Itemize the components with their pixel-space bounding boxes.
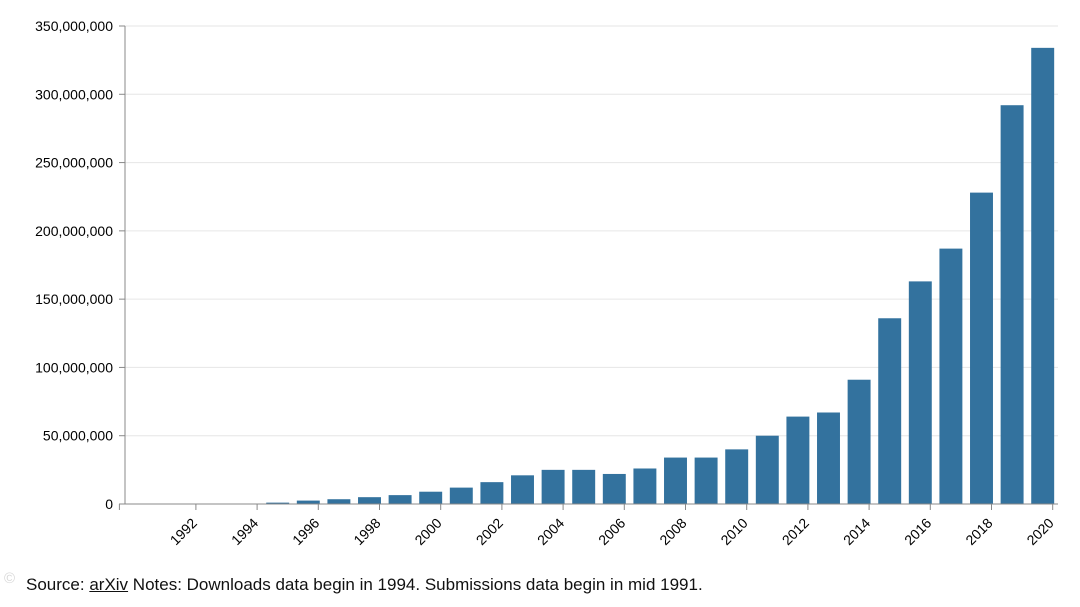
bar-2013 [817,412,840,504]
x-tick-label: 2012 [779,515,812,548]
x-tick-label: 1994 [228,515,261,548]
chart-footer: Source: arXiv Notes: Downloads data begi… [26,575,703,595]
x-tick-label: 2010 [717,515,750,548]
axes [124,26,1058,505]
bar-2008 [664,457,687,504]
bar-2016 [908,281,932,504]
bar-2001 [449,487,473,504]
bar-1995 [266,502,290,504]
y-tick-label: 150,000,000 [35,291,113,307]
y-axis-ticks: 0 50,000,000 100,000,000 150,000,000 200,000… [35,18,125,512]
bar-2007 [633,468,657,504]
source-label: Source: [26,575,85,594]
bar-2014 [847,379,871,504]
bar-2005 [572,469,596,504]
x-tick-label: 1996 [289,515,322,548]
x-tick-label: 2004 [534,515,567,548]
watermark: © [4,570,16,587]
bar-2002 [480,482,504,504]
x-tick-label: 2008 [656,515,689,548]
y-tick-label: 200,000,000 [35,223,113,239]
bar-2006 [602,473,626,504]
bar-2010 [725,449,749,504]
x-tick-label: 2006 [595,515,628,548]
x-axis-ticks: 1992 1994 1996 1998 2000 2002 2004 2006 2008 2010… [118,504,1057,548]
source-link[interactable]: arXiv [89,575,129,594]
x-tick-label: 2014 [840,515,873,548]
y-tick-label: 350,000,000 [35,18,113,34]
y-tick-label: 50,000,000 [43,428,113,444]
bar-2019 [1000,105,1024,504]
bar-1996 [296,500,320,504]
notes-text: Notes: Downloads data begin in 1994. Sub… [132,575,703,594]
bar-2004 [541,469,565,504]
bar-2018 [970,192,993,505]
x-tick-label: 1998 [350,515,383,548]
bar-chart: 0 50,000,000 100,000,000 150,000,000 200,000… [35,18,1058,548]
bar-2020 [1031,47,1055,504]
y-tick-label: 100,000,000 [35,359,113,375]
bar-1999 [388,495,412,504]
x-tick-label: 1992 [167,515,200,548]
bar-2009 [694,457,718,504]
gridlines [125,25,1058,437]
x-tick-label: 2020 [1023,515,1056,548]
x-tick-label: 2000 [411,515,444,548]
x-tick-label: 2002 [473,515,506,548]
bar-1997 [327,499,351,504]
y-tick-label: 250,000,000 [35,155,113,171]
y-tick-label: 300,000,000 [35,86,113,102]
bar-1998 [358,497,381,504]
bar-2015 [878,318,902,504]
bar-series [266,47,1055,505]
bar-2003 [511,475,534,504]
x-tick-label: 2016 [901,515,934,548]
x-tick-label: 2018 [962,515,995,548]
y-tick-label: 0 [105,496,113,512]
bar-2017 [939,248,963,504]
bar-2000 [419,491,443,504]
bar-2012 [786,416,810,504]
bar-2011 [755,435,779,504]
